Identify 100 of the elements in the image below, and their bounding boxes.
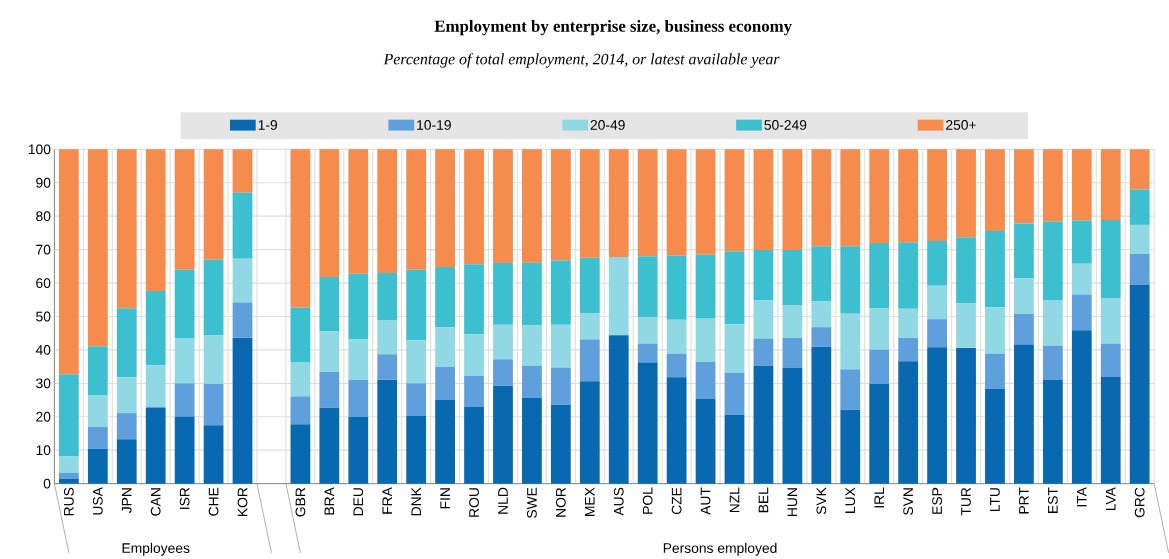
- x-tick-label: ISR: [179, 487, 190, 509]
- bar: [377, 320, 398, 355]
- bar: [116, 439, 137, 484]
- bar: [753, 249, 774, 301]
- bar: [232, 192, 253, 259]
- bar: [753, 365, 774, 484]
- x-tick-label: JPN: [121, 488, 132, 514]
- bar: [232, 149, 253, 193]
- bar: [724, 324, 745, 373]
- bar: [1042, 345, 1063, 380]
- x-tick-label: POL: [642, 487, 653, 514]
- bar: [58, 374, 79, 457]
- bar: [1042, 300, 1063, 346]
- bar: [522, 149, 542, 263]
- bar: [406, 340, 427, 384]
- bar: [550, 260, 571, 325]
- bar: [348, 149, 369, 274]
- bar: [782, 305, 803, 338]
- x-tick-label: BRA: [324, 487, 335, 515]
- y-tick-label: 50: [36, 311, 51, 322]
- bar: [579, 313, 600, 340]
- bar: [956, 149, 976, 238]
- legend-label: 10-19: [417, 120, 451, 130]
- x-tick-label: RUS: [63, 487, 74, 516]
- bar: [348, 339, 369, 380]
- bar: [87, 426, 108, 449]
- bar: [174, 416, 195, 484]
- bar: [608, 256, 629, 336]
- bar: [203, 259, 224, 336]
- x-tick-label: LVA: [1105, 487, 1116, 511]
- bar: [232, 302, 253, 338]
- y-tick-label: 0: [43, 478, 51, 489]
- bar: [203, 149, 224, 260]
- y-tick-label: 100: [28, 144, 51, 155]
- bar: [1071, 294, 1092, 331]
- bar: [695, 149, 716, 255]
- bar: [637, 149, 658, 257]
- bar: [811, 346, 832, 484]
- bar: [985, 389, 1005, 484]
- bar: [1129, 189, 1150, 225]
- bar: [1014, 149, 1034, 224]
- x-tick-label: USA: [92, 487, 103, 515]
- x-tick-label: ESP: [932, 487, 942, 514]
- bar: [1042, 149, 1063, 222]
- text: Employees: [122, 542, 190, 556]
- bar: [58, 149, 79, 375]
- bar: [898, 242, 919, 309]
- x-tick-label: FRA: [382, 487, 392, 514]
- x-tick-label: LTU: [990, 488, 1000, 512]
- bar: [174, 149, 195, 270]
- bar: [579, 257, 600, 314]
- bar: [956, 347, 976, 484]
- x-tick-label: SVN: [903, 488, 914, 515]
- bar: [58, 472, 79, 479]
- bar: [1129, 224, 1150, 254]
- bar: [695, 318, 716, 362]
- bar: [1014, 278, 1034, 314]
- bar: [145, 408, 166, 484]
- bar: [435, 149, 455, 268]
- bar: [203, 425, 224, 484]
- bar: [666, 319, 687, 354]
- chart-title: Employment by enterprise size, business economy: [434, 19, 792, 36]
- bar: [724, 251, 745, 325]
- bar: [435, 400, 455, 484]
- bar: [232, 258, 253, 303]
- bar: [319, 407, 340, 484]
- bar: [1100, 219, 1121, 299]
- x-tick-label: NLD: [498, 487, 508, 514]
- bar: [608, 149, 629, 257]
- bar: [464, 406, 484, 484]
- bar: [898, 308, 919, 338]
- bar: [522, 325, 542, 366]
- bar: [985, 230, 1005, 308]
- x-tick-label: TUR: [961, 487, 971, 516]
- bar: [377, 273, 398, 321]
- bar: [1042, 221, 1063, 301]
- x-tick-label: PRT: [1019, 487, 1029, 514]
- bar: [666, 377, 687, 484]
- bar: [522, 365, 542, 399]
- x-tick-label: GRC: [1134, 487, 1145, 518]
- text: Persons employed: [663, 542, 777, 556]
- bar: [753, 338, 774, 366]
- bar: [406, 149, 427, 270]
- bar: [782, 367, 803, 484]
- bar: [840, 369, 861, 410]
- x-tick-label: ROU: [469, 488, 479, 517]
- bar: [377, 354, 398, 380]
- x-tick-label: AUT: [700, 487, 711, 515]
- bar: [1042, 380, 1063, 484]
- bar: [1100, 298, 1121, 344]
- bar: [985, 307, 1005, 354]
- bar: [695, 361, 716, 399]
- bar: [637, 362, 658, 484]
- bar: [840, 149, 861, 247]
- bar: [1014, 223, 1034, 279]
- bar: [58, 456, 79, 473]
- bar: [493, 359, 513, 386]
- x-tick-label: ITA: [1077, 487, 1087, 507]
- x-tick-label: NZL: [729, 487, 740, 513]
- bar: [927, 347, 947, 484]
